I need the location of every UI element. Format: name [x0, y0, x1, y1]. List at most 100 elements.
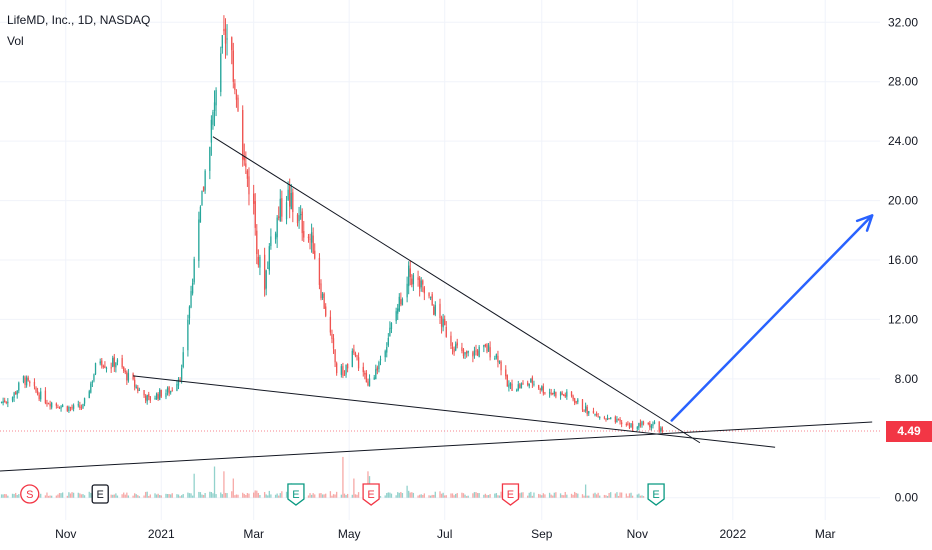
candle-body — [307, 236, 310, 239]
x-tick-label: Jul — [437, 527, 452, 541]
volume-bar — [494, 493, 496, 498]
volume-bar — [245, 495, 247, 498]
candle-body — [368, 378, 371, 387]
volume-bar — [461, 492, 463, 498]
candle-body — [442, 318, 444, 328]
candle-body — [110, 367, 112, 369]
candle-body — [51, 402, 53, 408]
volume-bar — [179, 496, 181, 498]
candle-body — [588, 411, 590, 414]
candle-body — [126, 372, 128, 381]
candle-body — [287, 189, 289, 200]
volume-bar — [278, 495, 280, 498]
candle-body — [124, 370, 126, 372]
volume-bar — [267, 495, 269, 498]
drawn-trendlines[interactable] — [0, 136, 873, 472]
event-marker-split[interactable]: S — [20, 484, 40, 504]
candle-body — [231, 37, 233, 51]
event-marker-earnings-beat[interactable]: E — [647, 483, 665, 506]
candle-body — [176, 383, 178, 391]
volume-bar — [223, 471, 225, 498]
candle-body — [314, 250, 316, 259]
volume-bar — [246, 493, 249, 498]
candle-body — [639, 422, 642, 427]
candle-body — [321, 293, 324, 298]
candle-body — [462, 349, 465, 356]
volume-bar — [588, 495, 590, 498]
volume-bar — [531, 495, 534, 498]
candle-body — [171, 390, 173, 392]
volume-bar — [548, 492, 551, 498]
candle-body — [2, 401, 4, 404]
candle-body — [530, 378, 532, 383]
volume-bar — [253, 492, 255, 498]
volume-bar — [553, 492, 555, 498]
candle-body — [248, 176, 250, 195]
price-axis[interactable]: 0.00 8.00 12.00 16.00 20.00 24.00 28.00 32.00 — [888, 15, 918, 504]
volume-legend[interactable]: Vol — [7, 34, 24, 48]
candle-body — [616, 418, 618, 423]
volume-bar — [157, 493, 159, 498]
volume-bar — [80, 494, 83, 498]
y-tick-label: 12.00 — [888, 312, 918, 326]
symbol-title[interactable]: LifeMD, Inc., 1D, NASDAQ — [7, 13, 151, 27]
volume-bar — [630, 492, 632, 498]
volume-bar — [47, 495, 50, 498]
candle-body — [301, 211, 303, 234]
candle-body — [157, 394, 159, 399]
event-marker-earnings-miss[interactable]: E — [362, 483, 380, 506]
projection-arrow[interactable] — [670, 214, 874, 422]
event-marker-earnings-miss[interactable]: E — [501, 483, 520, 506]
event-marker-earnings-beat[interactable]: E — [287, 483, 305, 506]
volume-bar — [583, 495, 585, 498]
volume-bar — [409, 492, 411, 498]
volume-bar — [13, 494, 15, 498]
volume-bar — [484, 493, 487, 498]
volume-bar — [137, 495, 139, 498]
volume-bar — [15, 492, 17, 498]
candle-body — [397, 308, 399, 314]
candle-body — [614, 416, 617, 423]
volume-bar — [605, 495, 607, 498]
candle-body — [221, 35, 223, 49]
candle-body — [417, 277, 419, 280]
candle-body — [91, 381, 94, 383]
event-marker-label: E — [507, 489, 514, 501]
volume-bar — [384, 495, 386, 498]
time-axis[interactable]: Nov 2021 Mar May Jul Sep Nov 2022 Mar — [55, 527, 835, 541]
candle-body — [345, 364, 347, 375]
event-marker-earnings-past[interactable]: E — [91, 484, 109, 504]
candle-body — [581, 399, 584, 410]
x-tick-label: Mar — [243, 527, 264, 541]
volume-bar — [116, 495, 119, 498]
volume-bar — [69, 493, 72, 498]
candle-body — [193, 259, 195, 283]
candle-body — [113, 357, 115, 367]
volume-bar — [318, 493, 321, 498]
volume-bar — [431, 494, 433, 498]
candle-body — [630, 423, 632, 428]
volume-bar — [237, 494, 239, 498]
volume-bar — [44, 495, 47, 498]
candle-body — [276, 217, 278, 238]
volume-bar — [199, 492, 202, 498]
volume-bar — [2, 494, 4, 498]
candle-body — [24, 377, 26, 385]
volume-bar — [570, 493, 573, 498]
candle-body — [105, 367, 108, 369]
volume-bar — [475, 492, 477, 498]
volume-bar — [478, 493, 480, 498]
candle-body — [408, 265, 410, 287]
candle-body — [202, 186, 205, 192]
candle-body — [461, 347, 463, 351]
candle-body — [465, 351, 468, 354]
candle-body — [180, 368, 183, 380]
volume-bar — [345, 495, 347, 498]
candle-body — [464, 352, 466, 355]
volume-bar — [115, 493, 117, 498]
candle-body — [570, 391, 573, 396]
volume-bar — [386, 492, 388, 498]
candle-body — [652, 423, 654, 426]
